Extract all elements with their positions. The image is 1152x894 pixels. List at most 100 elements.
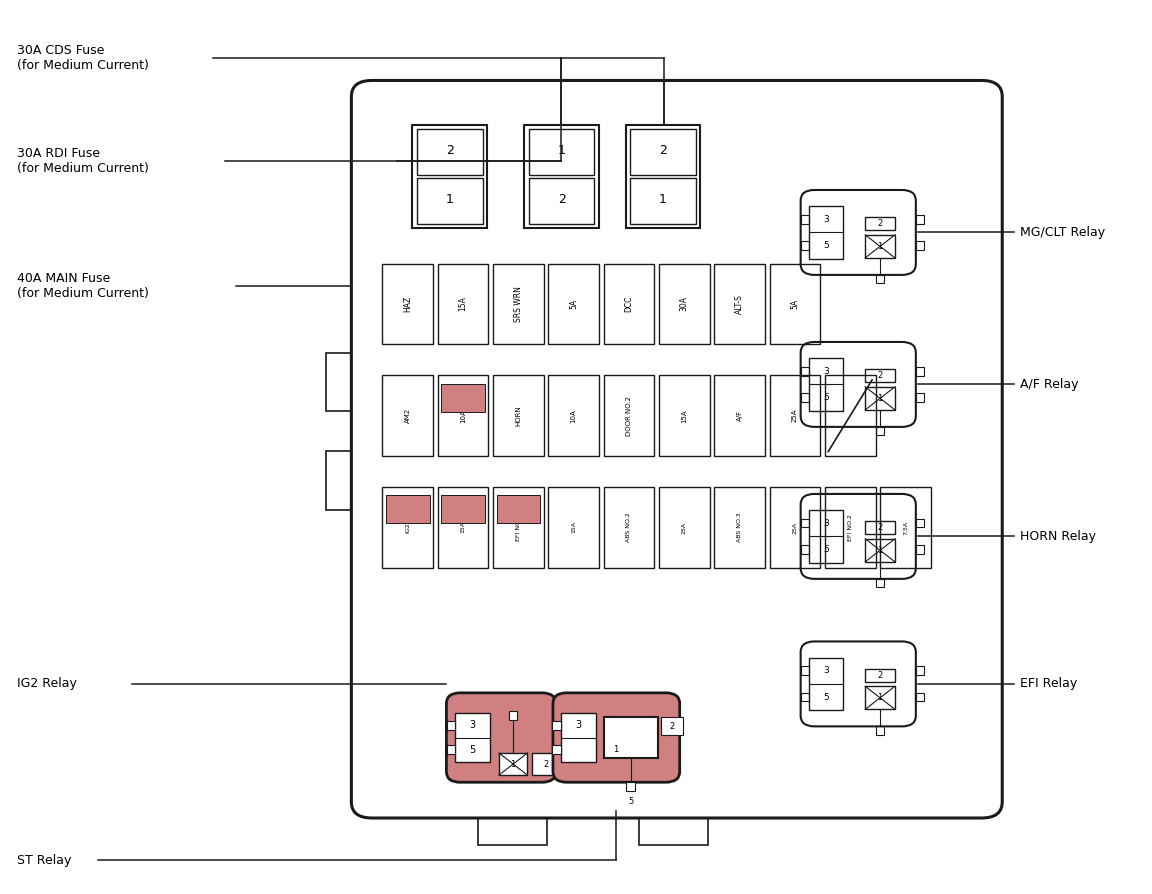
Bar [916, 519, 924, 527]
Bar [447, 721, 455, 730]
Bar [801, 393, 809, 401]
Text: 5: 5 [824, 393, 828, 402]
Bar [714, 487, 765, 568]
Text: 5: 5 [824, 545, 828, 554]
Bar [876, 427, 884, 435]
Text: 15A: 15A [458, 297, 468, 311]
Bar [865, 387, 895, 410]
Text: ABS NO.2: ABS NO.2 [627, 512, 631, 543]
Text: 3: 3 [824, 666, 828, 675]
Bar [801, 519, 809, 527]
Text: 10A: 10A [460, 409, 467, 423]
Bar [916, 393, 924, 401]
Bar [493, 375, 544, 456]
Text: 3: 3 [575, 721, 582, 730]
Bar [876, 726, 884, 735]
Text: 2: 2 [878, 219, 882, 228]
Bar [801, 667, 809, 675]
Text: ABS NO.3: ABS NO.3 [737, 512, 742, 543]
Bar [825, 375, 876, 456]
Text: EFI NO.1: EFI NO.1 [516, 514, 521, 541]
Text: 25A: 25A [682, 521, 687, 534]
Text: 2: 2 [659, 144, 667, 157]
Text: ST Relay: ST Relay [17, 854, 71, 866]
Bar [809, 658, 843, 710]
Bar [865, 521, 895, 534]
Text: 1: 1 [558, 144, 566, 157]
Bar [916, 241, 924, 249]
Bar [548, 487, 599, 568]
Text: 5A: 5A [790, 299, 799, 309]
Bar [509, 711, 517, 720]
Bar [865, 687, 895, 710]
Text: 2: 2 [878, 523, 882, 532]
FancyBboxPatch shape [553, 693, 680, 782]
Bar [604, 375, 654, 456]
Bar [630, 179, 696, 224]
FancyBboxPatch shape [447, 693, 555, 782]
Bar [441, 495, 485, 524]
Bar [916, 667, 924, 675]
Bar [825, 487, 876, 568]
Bar [604, 264, 654, 344]
Bar [916, 545, 924, 553]
Text: 40A MAIN Fuse
(for Medium Current): 40A MAIN Fuse (for Medium Current) [17, 272, 149, 300]
Text: 3: 3 [470, 721, 476, 730]
Text: 25A: 25A [791, 409, 798, 423]
Bar [529, 179, 594, 224]
Bar [438, 264, 488, 344]
Text: 7.5A: 7.5A [903, 520, 908, 535]
Bar [561, 713, 596, 762]
Bar [326, 451, 351, 510]
Bar [382, 487, 433, 568]
Bar [548, 375, 599, 456]
Text: 25A: 25A [793, 521, 797, 534]
Text: 15A: 15A [681, 409, 688, 423]
Text: 5: 5 [824, 241, 828, 250]
Bar [659, 375, 710, 456]
Text: 2: 2 [446, 144, 454, 157]
Text: IG2: IG2 [406, 522, 410, 533]
Text: 2: 2 [878, 371, 882, 380]
Text: 30A CDS Fuse
(for Medium Current): 30A CDS Fuse (for Medium Current) [17, 44, 149, 72]
Bar [865, 217, 895, 230]
Text: 15A: 15A [571, 521, 576, 534]
Bar [659, 487, 710, 568]
Bar [865, 369, 895, 382]
Text: 3: 3 [824, 215, 828, 224]
Bar [604, 487, 654, 568]
Text: HORN: HORN [515, 405, 522, 426]
Text: 2: 2 [558, 193, 566, 206]
Bar [548, 264, 599, 344]
Text: 3: 3 [824, 367, 828, 375]
Bar [529, 129, 594, 175]
Bar [916, 215, 924, 224]
Text: DOOR NO.2: DOOR NO.2 [626, 396, 632, 435]
Text: 1: 1 [878, 242, 882, 251]
Bar [441, 384, 485, 411]
Bar [916, 367, 924, 375]
Text: 1: 1 [613, 745, 619, 754]
Bar [386, 495, 430, 524]
Bar [417, 129, 483, 175]
Text: 2: 2 [544, 760, 550, 769]
Bar [865, 669, 895, 681]
Text: 2: 2 [669, 721, 674, 730]
Text: IG2 Relay: IG2 Relay [17, 678, 77, 690]
Text: 5: 5 [470, 745, 476, 755]
Bar [382, 264, 433, 344]
Text: ALT-S: ALT-S [735, 294, 744, 314]
Text: DCC: DCC [624, 296, 634, 312]
Bar [524, 125, 599, 228]
Bar [447, 746, 455, 755]
Bar [865, 235, 895, 258]
Bar [801, 367, 809, 375]
Text: 15A: 15A [461, 521, 465, 534]
Bar [714, 375, 765, 456]
Bar [326, 353, 351, 411]
Bar [532, 753, 561, 775]
Bar [659, 264, 710, 344]
Bar [865, 539, 895, 562]
Bar [876, 579, 884, 587]
Bar [809, 510, 843, 562]
